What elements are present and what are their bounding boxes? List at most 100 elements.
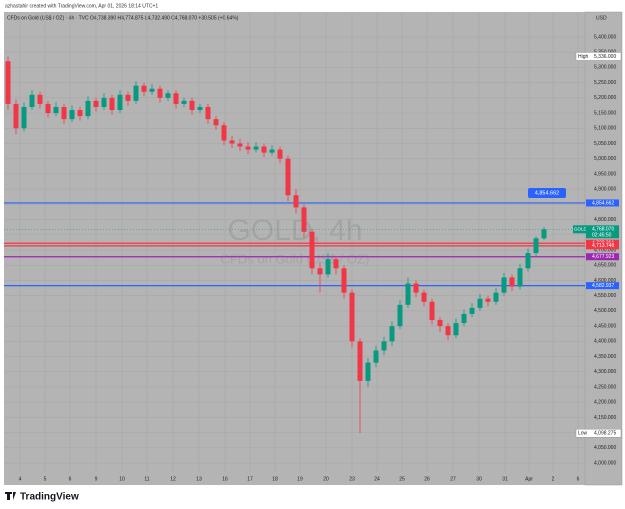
currency: USD xyxy=(596,15,607,21)
y-tick-label: 4,500.000 xyxy=(594,308,616,314)
candle-body xyxy=(389,326,395,342)
y-tick-label: 4,450.000 xyxy=(594,323,616,329)
candle-body xyxy=(277,149,283,159)
candle-body xyxy=(461,313,467,324)
x-tick-label: 30 xyxy=(476,476,482,482)
x-tick-label: 26 xyxy=(424,476,430,482)
brand-logo xyxy=(5,492,16,500)
level-badge xyxy=(586,253,619,261)
candle-body xyxy=(157,88,163,98)
level-callout-label: 4,854.662 xyxy=(535,190,559,196)
x-tick-label: 24 xyxy=(374,476,380,482)
y-tick-label: 5,400.000 xyxy=(594,34,616,40)
y-tick-label: 5,200.000 xyxy=(594,95,616,101)
extreme-badge xyxy=(575,428,622,438)
candle-body xyxy=(165,93,171,98)
candle-body xyxy=(413,283,419,293)
candle-body xyxy=(437,320,443,327)
y-tick-label: 4,700.000 xyxy=(594,247,616,253)
last-symbol-badge xyxy=(573,225,586,234)
candle-body xyxy=(221,125,227,141)
candle-body xyxy=(485,298,491,302)
level-label: 4,854.662 xyxy=(592,200,614,206)
x-tick-label: 25 xyxy=(399,476,405,482)
y-tick-label: 4,300.000 xyxy=(594,369,616,375)
watermark-sub: CFDs on Gold (US$ / OZ) xyxy=(221,251,370,266)
candle-body xyxy=(213,119,219,126)
candle-body xyxy=(109,97,115,111)
x-tick-label: 11 xyxy=(144,476,149,482)
last-badge xyxy=(586,225,619,239)
candle-body xyxy=(149,88,155,92)
candle-body xyxy=(53,106,59,114)
candle-body xyxy=(509,277,515,287)
candle-body xyxy=(205,106,211,120)
x-tick-label: Apr xyxy=(525,476,533,482)
level-label: 4,677.923 xyxy=(592,254,614,260)
y-tick-label: 4,900.000 xyxy=(594,186,616,192)
candle-body xyxy=(197,106,203,111)
candle-body xyxy=(285,158,291,196)
y-tick-label: 4,600.000 xyxy=(594,278,616,284)
candle-body xyxy=(405,283,411,305)
candle-body xyxy=(117,94,123,111)
candle-body xyxy=(325,259,331,275)
candle-body xyxy=(429,301,435,321)
x-tick-label: 6 xyxy=(69,476,72,482)
candle-body xyxy=(13,103,19,129)
candle-body xyxy=(181,100,187,104)
candle-body xyxy=(5,61,11,104)
candle-body xyxy=(141,85,147,92)
level-badge xyxy=(586,282,619,290)
level-badge xyxy=(586,242,619,250)
last-symbol: GOLD xyxy=(574,226,588,231)
y-tick-label: 4,250.000 xyxy=(594,384,616,390)
y-tick-label: 4,550.000 xyxy=(594,293,616,299)
candle-body xyxy=(293,195,299,208)
y-tick-label: 5,050.000 xyxy=(594,141,616,147)
candle-body xyxy=(261,146,267,153)
candle-body xyxy=(373,350,379,363)
candle-body xyxy=(37,94,43,104)
x-tick-label: 12 xyxy=(170,476,176,482)
plot-area xyxy=(4,12,585,485)
candle-body xyxy=(301,207,307,232)
x-tick-label: 4 xyxy=(19,476,22,482)
y-tick-label: 5,250.000 xyxy=(594,80,616,86)
candle-body xyxy=(269,149,275,153)
x-tick-label: 23 xyxy=(349,476,355,482)
x-tick-label: 16 xyxy=(222,476,228,482)
x-tick-label: 6 xyxy=(577,476,580,482)
last-countdown: 02:45:50 xyxy=(592,233,612,239)
y-tick-label: 4,400.000 xyxy=(594,339,616,345)
candle-body xyxy=(173,93,179,104)
candle-body xyxy=(357,341,363,381)
x-tick-label: 9 xyxy=(95,476,98,482)
candle-body xyxy=(69,110,75,120)
level-label: 4,713.748 xyxy=(592,243,614,249)
candle-body xyxy=(541,229,547,239)
legend: CFDs on Gold (US$ / OZ) · 4h · TVC O4,73… xyxy=(7,15,239,21)
x-tick-label: 31 xyxy=(502,476,508,482)
y-tick-label: 5,300.000 xyxy=(594,65,616,71)
y-tick-label: 5,000.000 xyxy=(594,156,616,162)
level-badge xyxy=(586,199,619,207)
candle-body xyxy=(45,103,51,114)
candle-body xyxy=(101,97,107,107)
candle-body xyxy=(77,110,83,117)
x-tick-label: 18 xyxy=(272,476,278,482)
candle-body xyxy=(93,100,99,107)
y-tick-label: 4,350.000 xyxy=(594,354,616,360)
level-label: 4,582.937 xyxy=(592,283,614,289)
y-tick-label: 4,000.000 xyxy=(594,460,616,466)
x-tick-label: 20 xyxy=(323,476,329,482)
candle-body xyxy=(397,304,403,327)
extreme-value: 4,098.275 xyxy=(594,431,616,437)
candle-body xyxy=(237,143,243,147)
candle-body xyxy=(253,146,259,150)
credit: azhastahir created with TradingView.com,… xyxy=(5,3,158,9)
y-tick-label: 4,200.000 xyxy=(594,400,616,406)
y-tick-label: 5,150.000 xyxy=(594,110,616,116)
last-value: 4,768.070 xyxy=(592,227,614,233)
